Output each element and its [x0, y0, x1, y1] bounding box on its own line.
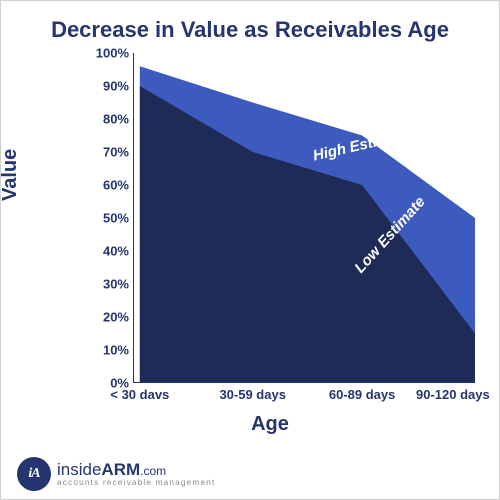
chart-title: Decrease in Value as Receivables Age — [15, 17, 485, 43]
brand-logo-text: iA — [28, 466, 39, 482]
y-tick-label: 100% — [89, 46, 129, 61]
y-tick-label: 30% — [89, 277, 129, 292]
y-axis-label: Value — [0, 149, 22, 201]
brand-name-domain: .com — [140, 464, 166, 478]
x-axis-label: Age — [55, 413, 485, 436]
y-tick-label: 80% — [89, 112, 129, 127]
brand-name-bold: ARM — [101, 460, 140, 479]
x-tick-label: 90-120 days — [416, 387, 490, 402]
brand-tagline: accounts receivable management — [57, 479, 215, 488]
x-tick-label: 30-59 days — [219, 387, 286, 402]
brand-footer: iA insideARM.com accounts receivable man… — [17, 457, 215, 491]
brand-wordmark: insideARM.com accounts receivable manage… — [57, 461, 215, 487]
y-tick-label: 10% — [89, 343, 129, 358]
y-tick-label: 60% — [89, 178, 129, 193]
x-tick-label: < 30 davs — [110, 387, 169, 402]
y-tick-label: 90% — [89, 79, 129, 94]
y-tick-label: 70% — [89, 145, 129, 160]
y-tick-label: 50% — [89, 211, 129, 226]
x-tick-labels: < 30 davs30-59 days60-89 days90-120 days — [71, 387, 475, 407]
plot-area: High EstimateLow Estimate 0%10%20%30%40%… — [71, 53, 475, 383]
brand-logo-icon: iA — [17, 457, 51, 491]
brand-name-prefix: inside — [57, 460, 101, 479]
y-tick-label: 40% — [89, 244, 129, 259]
x-tick-label: 60-89 days — [329, 387, 396, 402]
y-tick-label: 20% — [89, 310, 129, 325]
chart-frame: Decrease in Value as Receivables Age Val… — [0, 0, 500, 500]
